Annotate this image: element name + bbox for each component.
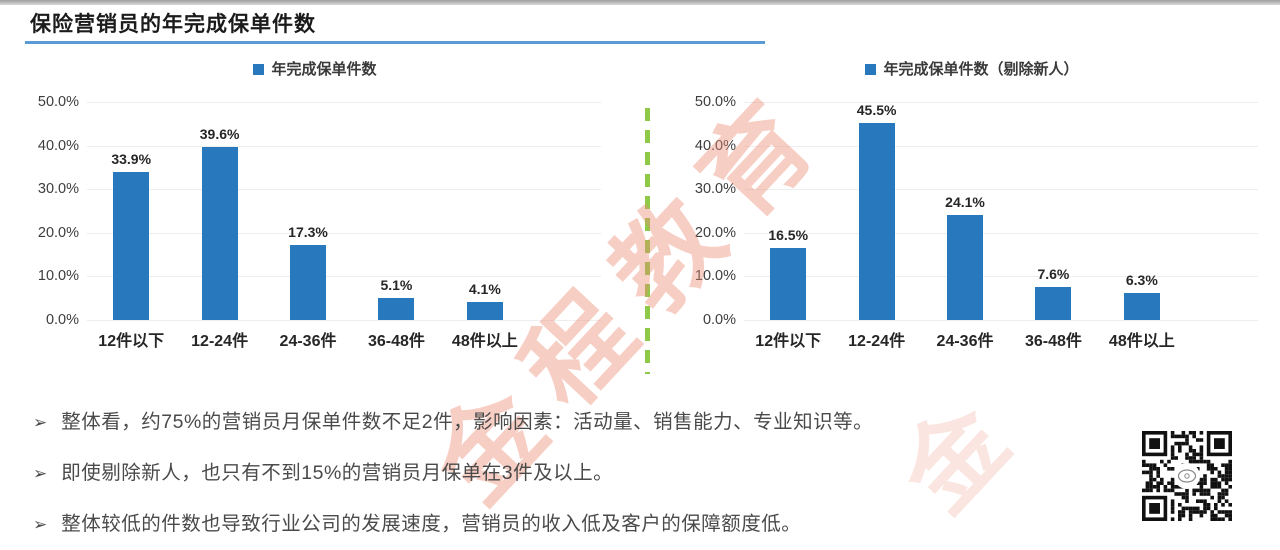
x-category-label: 24-36件	[279, 333, 337, 350]
bar-value-label: 39.6%	[199, 126, 240, 143]
bullet-text: 即使剔除新人，也只有不到15%的营销员月保单在3件及以上。	[61, 462, 614, 484]
legend-marker-icon	[865, 64, 877, 75]
y-tick-label: 30.0%	[37, 181, 79, 198]
bar	[1123, 292, 1160, 320]
page-title: 保险营销员的年完成保单件数	[30, 13, 316, 36]
legend-label: 年完成保单件数	[271, 61, 377, 78]
y-tick-label: 30.0%	[694, 181, 736, 198]
bullet-arrow-icon: ➢	[33, 515, 48, 534]
bar-value-label: 5.1%	[380, 276, 413, 293]
x-category-label: 12件以下	[98, 333, 165, 350]
bullet-arrow-icon: ➢	[33, 413, 48, 432]
y-tick-label: 50.0%	[37, 94, 79, 110]
gridline	[87, 189, 601, 191]
legend-label: 年完成保单件数（剔除新人）	[883, 61, 1079, 78]
qr-code	[1142, 431, 1232, 521]
plot-area-right: 16.5% 45.5% 24.1% 7.6% 6.3%	[744, 102, 1258, 321]
gridline	[87, 276, 601, 278]
y-tick-label: 10.0%	[37, 268, 79, 285]
y-tick-label: 20.0%	[694, 224, 736, 241]
bar	[466, 302, 503, 320]
legend-left: 年完成保单件数	[15, 58, 615, 80]
bullet-item: ➢ 即使剔除新人，也只有不到15%的营销员月保单在3件及以上。	[33, 461, 1128, 486]
title-underline	[25, 41, 765, 44]
x-category-label: 36-48件	[367, 333, 425, 350]
bar-column: 39.6%	[175, 102, 263, 320]
bar	[947, 214, 984, 320]
bar	[770, 248, 807, 320]
bullet-arrow-icon: ➢	[33, 464, 48, 483]
legend-right: 年完成保单件数（剔除新人）	[672, 58, 1272, 80]
y-tick-label: 40.0%	[37, 137, 79, 154]
y-tick-label: 20.0%	[37, 224, 79, 241]
gridline	[744, 102, 1258, 103]
x-category-label: 24-36件	[936, 333, 994, 350]
x-category-label: 12-24件	[191, 333, 249, 350]
bar-column: 4.1%	[441, 102, 529, 320]
bar-column: 7.6%	[1009, 102, 1097, 320]
y-axis-right: 50.0% 40.0% 30.0% 20.0% 10.0% 0.0%	[672, 94, 744, 328]
plot-area-left: 33.9% 39.6% 17.3% 5.1% 4.1%	[87, 102, 601, 321]
x-category-label: 12件以下	[755, 333, 822, 350]
bar-column: 24.1%	[921, 102, 1009, 320]
bar-value-label: 6.3%	[1125, 271, 1158, 288]
y-axis-left: 50.0% 40.0% 30.0% 20.0% 10.0% 0.0%	[15, 94, 87, 328]
bullet-item: ➢ 整体较低的件数也导致行业公司的发展速度，营销员的收入低及客户的保障额度低。	[33, 512, 1128, 537]
bar-column: 5.1%	[352, 102, 440, 320]
bullet-list: ➢ 整体看，约75%的营销员月保单件数不足2件，影响因素：活动量、销售能力、专业…	[33, 410, 1128, 550]
gridline	[744, 232, 1258, 234]
top-border-strip	[0, 0, 1280, 5]
x-category-label: 12-24件	[848, 333, 906, 350]
bar-column: 17.3%	[264, 102, 352, 320]
gridline	[87, 145, 601, 147]
bar	[290, 244, 327, 320]
bar-value-label: 45.5%	[856, 102, 897, 118]
x-axis-left: 12件以下 12-24件 24-36件 36-48件 48件以上	[87, 327, 529, 351]
bar-column: 6.3%	[1098, 102, 1186, 320]
bar	[113, 172, 150, 320]
bar-value-label: 24.1%	[945, 193, 985, 210]
gridline	[87, 102, 601, 103]
bar-column: 33.9%	[87, 102, 175, 320]
bar-column: 45.5%	[832, 102, 920, 320]
x-category-label: 36-48件	[1024, 333, 1082, 350]
gridline	[744, 276, 1258, 278]
gridline	[87, 232, 601, 234]
x-category-label: 48件以上	[1108, 333, 1175, 350]
bullet-text: 整体看，约75%的营销员月保单件数不足2件，影响因素：活动量、销售能力、专业知识…	[61, 411, 874, 433]
chart-right: 年完成保单件数（剔除新人） 50.0% 40.0% 30.0% 20.0% 10.0% 0…	[672, 58, 1272, 351]
gridline	[744, 145, 1258, 147]
bullet-item: ➢ 整体看，约75%的营销员月保单件数不足2件，影响因素：活动量、销售能力、专业…	[33, 410, 1128, 435]
bar	[1035, 286, 1072, 320]
bar-value-label: 4.1%	[468, 281, 501, 298]
legend-marker-icon	[253, 64, 265, 75]
bar-column: 16.5%	[744, 102, 832, 320]
bullet-text: 整体较低的件数也导致行业公司的发展速度，营销员的收入低及客户的保障额度低。	[61, 513, 802, 535]
x-category-label: 48件以上	[451, 333, 518, 350]
bar	[201, 147, 238, 320]
gridline	[744, 320, 1258, 321]
gridline	[744, 189, 1258, 191]
y-tick-label: 40.0%	[694, 137, 736, 154]
y-tick-label: 0.0%	[702, 312, 736, 328]
chart-divider	[645, 108, 650, 374]
y-tick-label: 0.0%	[45, 312, 79, 328]
x-axis-right: 12件以下 12-24件 24-36件 36-48件 48件以上	[744, 327, 1186, 351]
bar-value-label: 33.9%	[111, 151, 152, 168]
y-tick-label: 10.0%	[694, 268, 736, 285]
y-tick-label: 50.0%	[694, 94, 736, 110]
chart-left: 年完成保单件数 50.0% 40.0% 30.0% 20.0% 10.0% 0.0% 33…	[15, 58, 615, 351]
bar-value-label: 17.3%	[288, 223, 328, 240]
bar-value-label: 16.5%	[768, 227, 809, 244]
bar	[858, 123, 895, 320]
bar-value-label: 7.6%	[1037, 265, 1070, 282]
gridline	[87, 320, 601, 321]
bar	[378, 297, 415, 320]
